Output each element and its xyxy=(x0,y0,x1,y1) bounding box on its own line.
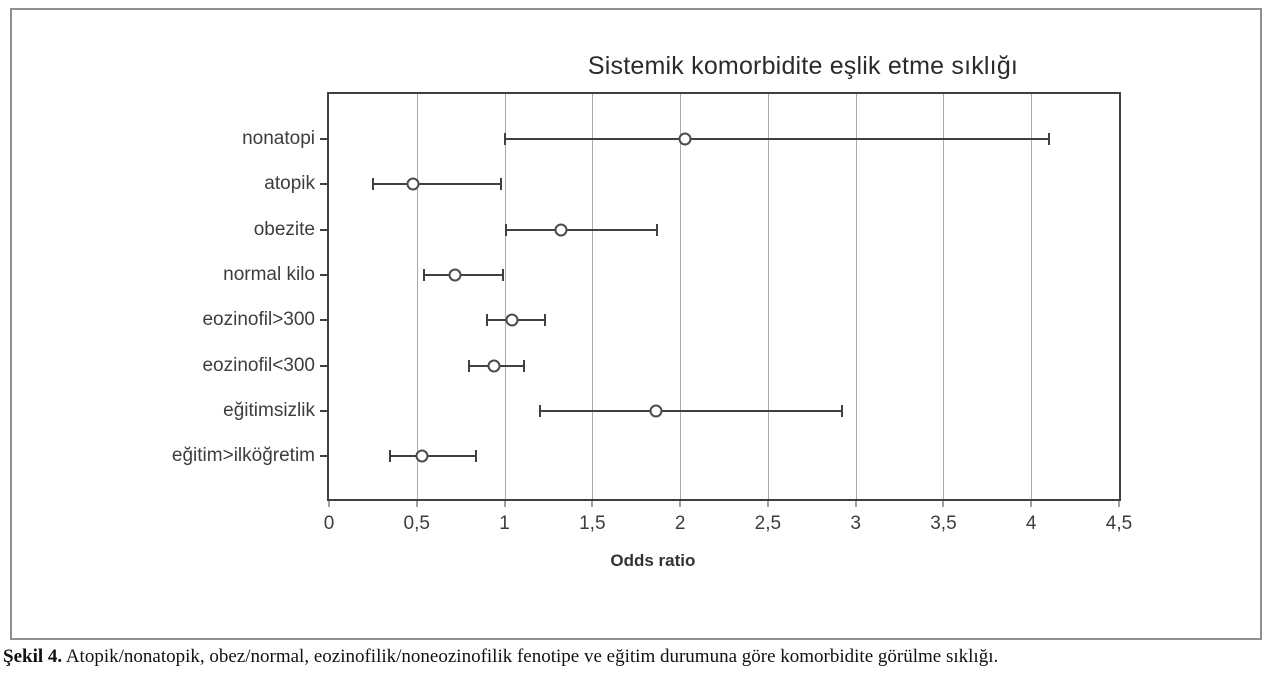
x-axis-tick xyxy=(328,499,330,507)
category-label: eğitimsizlik xyxy=(223,400,315,422)
ci-cap-high xyxy=(501,269,504,282)
figure-caption-text: Atopik/nonatopik, obez/normal, eozinofil… xyxy=(62,646,999,667)
ci-bar xyxy=(423,274,503,277)
x-tick-label: 2 xyxy=(674,513,686,534)
category-label: eğitim>ilköğretim xyxy=(171,445,315,467)
category-label: obezite xyxy=(253,218,315,240)
odds-ratio-marker xyxy=(554,223,568,237)
ci-bar xyxy=(372,183,502,186)
y-axis-tick xyxy=(320,183,327,186)
odds-ratio-marker xyxy=(415,449,429,463)
figure-box: Sistemik komorbidite eşlik etme sıklığı … xyxy=(10,8,1262,640)
y-axis-tick xyxy=(320,138,327,140)
ci-cap-high xyxy=(522,359,525,372)
x-tick-label: 3 xyxy=(850,513,861,534)
odds-ratio-marker xyxy=(505,313,519,327)
gridline xyxy=(416,94,418,499)
ci-cap-low xyxy=(389,450,392,463)
x-tick-label: 0 xyxy=(323,513,335,534)
x-axis-title: Odds ratio xyxy=(610,551,696,570)
x-tick-label: 4,5 xyxy=(1105,513,1133,534)
x-tick-label: 1,5 xyxy=(579,513,606,534)
x-axis-tick xyxy=(855,499,857,507)
category-label: eozinofil<300 xyxy=(202,354,315,376)
category-label: eozinofil>300 xyxy=(202,309,315,331)
ci-cap-high xyxy=(840,405,843,418)
y-axis-tick xyxy=(320,410,327,413)
ci-cap-high xyxy=(656,223,659,236)
figure-caption-label: Şekil 4. xyxy=(3,646,63,667)
ci-cap-low xyxy=(505,223,508,236)
odds-ratio-marker xyxy=(406,177,420,191)
ci-cap-low xyxy=(422,269,425,282)
x-tick-label: 4 xyxy=(1025,513,1037,534)
gridline xyxy=(943,94,945,499)
ci-bar xyxy=(390,455,477,458)
gridline xyxy=(855,94,857,499)
ci-cap-high xyxy=(543,314,546,327)
plot-area: Sistemik komorbidite eşlik etme sıklığı … xyxy=(172,52,1132,570)
odds-ratio-marker xyxy=(487,359,501,373)
ci-cap-high xyxy=(500,178,503,191)
ci-cap-low xyxy=(503,133,506,145)
odds-ratio-marker xyxy=(448,268,462,282)
ci-cap-high xyxy=(1047,133,1050,145)
category-label: nonatopi xyxy=(242,128,315,149)
chart-title: Sistemik komorbidite eşlik etme sıklığı xyxy=(587,52,1019,80)
x-tick-label: 0,5 xyxy=(403,513,430,534)
odds-ratio-marker xyxy=(678,132,692,146)
gridline xyxy=(1031,94,1033,499)
x-axis-tick xyxy=(1030,499,1032,507)
gridline xyxy=(767,94,769,499)
x-tick-label: 3,5 xyxy=(930,513,957,534)
y-axis-tick xyxy=(320,228,327,231)
figure-caption: Şekil 4. Atopik/nonatopik, obez/normal, … xyxy=(3,646,1266,668)
y-axis-tick xyxy=(320,364,327,367)
odds-ratio-marker xyxy=(649,404,663,418)
y-axis-tick xyxy=(320,274,327,277)
gridline xyxy=(592,94,594,499)
ci-cap-low xyxy=(468,359,471,372)
gridline xyxy=(504,94,506,499)
x-axis-tick xyxy=(767,499,769,507)
x-axis-tick xyxy=(942,499,944,507)
y-axis-tick xyxy=(320,455,327,458)
y-axis-tick xyxy=(320,319,327,322)
ci-bar xyxy=(504,138,1049,140)
x-axis-tick xyxy=(679,499,681,507)
ci-cap-low xyxy=(486,314,488,327)
x-axis-tick xyxy=(416,499,418,507)
x-axis-tick xyxy=(1118,499,1120,507)
x-tick-label: 1 xyxy=(499,513,510,534)
gridline xyxy=(680,94,682,499)
x-axis-tick xyxy=(504,499,506,507)
ci-bar xyxy=(539,410,842,413)
ci-bar xyxy=(506,228,658,231)
ci-cap-high xyxy=(475,450,478,463)
ci-cap-low xyxy=(538,405,541,418)
x-axis-tick xyxy=(591,499,593,507)
x-tick-label: 2,5 xyxy=(754,513,782,534)
category-label: atopik xyxy=(264,173,315,195)
category-label: normal kilo xyxy=(223,264,315,286)
ci-cap-low xyxy=(371,178,374,191)
